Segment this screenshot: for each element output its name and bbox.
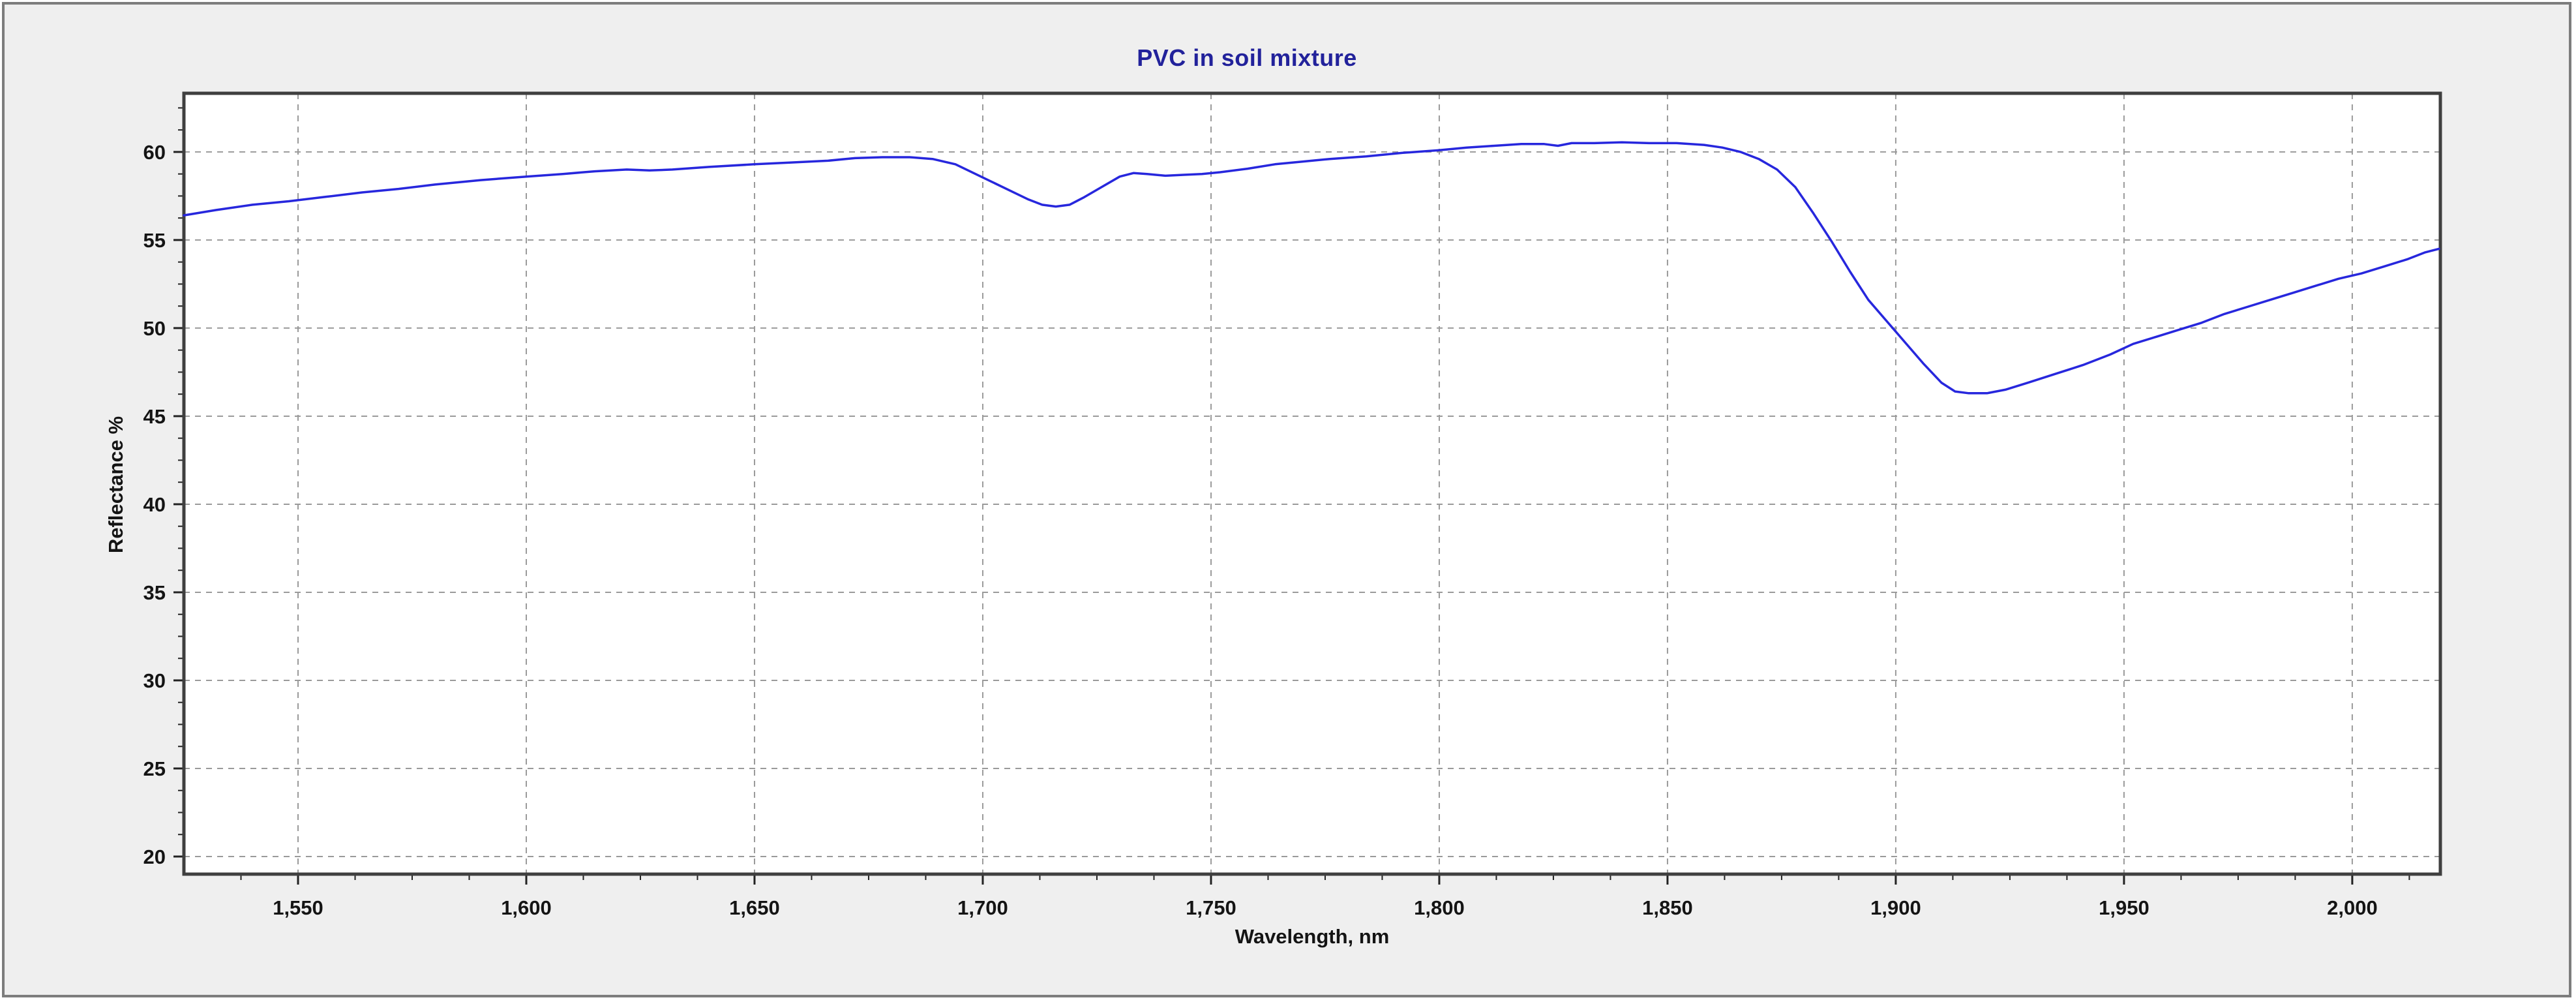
x-tick-label: 1,750 (1186, 896, 1236, 919)
plot-area (184, 93, 2440, 874)
x-tick-label: 1,950 (2099, 896, 2149, 919)
y-tick-label: 25 (143, 757, 166, 780)
y-tick-label: 60 (143, 141, 166, 164)
x-tick-label: 2,000 (2327, 896, 2378, 919)
reflectance-curve (183, 141, 2440, 395)
x-axis-title: Wavelength, nm (1235, 925, 1390, 948)
x-tick-label: 1,900 (1870, 896, 1921, 919)
y-tick-label: 45 (143, 405, 166, 428)
y-tick-label: 40 (143, 493, 166, 516)
x-tick-label: 1,850 (1642, 896, 1693, 919)
plot-frame (182, 91, 2442, 876)
x-tick-label: 1,550 (273, 896, 323, 919)
y-tick-label: 20 (143, 845, 166, 868)
x-tick-label: 1,650 (729, 896, 780, 919)
y-tick-label: 35 (143, 581, 166, 604)
chart-title: PVC in soil mixture (1137, 44, 1357, 71)
y-tick-label: 30 (143, 669, 166, 692)
y-tick-label: 55 (143, 229, 166, 252)
y-tick-label: 50 (143, 317, 166, 340)
x-tick-label: 1,800 (1414, 896, 1465, 919)
y-axis-title: Reflectance % (104, 416, 127, 554)
x-tick-label: 1,700 (957, 896, 1008, 919)
x-tick-label: 1,600 (501, 896, 552, 919)
